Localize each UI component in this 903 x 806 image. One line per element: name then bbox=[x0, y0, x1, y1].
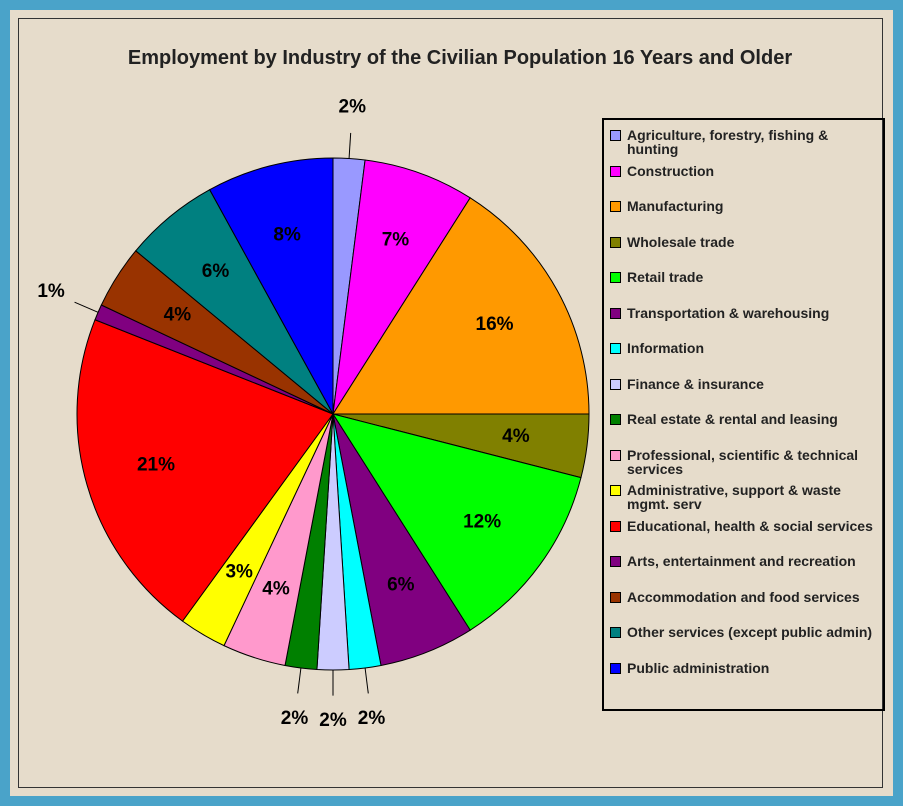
legend: Agriculture, forestry, fishing & hunting… bbox=[602, 118, 885, 711]
legend-item: Other services (except public admin) bbox=[610, 625, 880, 639]
legend-label: Manufacturing bbox=[627, 198, 724, 214]
data-label: 6% bbox=[387, 574, 415, 595]
legend-swatch bbox=[610, 130, 621, 141]
legend-item: Professional, scientific & technical ser… bbox=[610, 448, 880, 476]
legend-label: Public administration bbox=[627, 659, 770, 676]
legend-swatch bbox=[610, 414, 621, 425]
legend-swatch bbox=[610, 627, 621, 638]
chart-title: Employment by Industry of the Civilian P… bbox=[127, 47, 793, 69]
data-label: 2% bbox=[339, 96, 367, 117]
data-label: 1% bbox=[37, 281, 65, 302]
leader-line bbox=[364, 667, 369, 694]
legend-label: Agriculture, forestry, fishing & hunting bbox=[627, 127, 829, 157]
legend-item: Arts, entertainment and recreation bbox=[610, 554, 880, 568]
legend-item: Transportation & warehousing bbox=[610, 306, 880, 320]
legend-item: Administrative, support & waste mgmt. se… bbox=[610, 483, 880, 511]
data-label: 2% bbox=[281, 708, 309, 729]
pie-slice bbox=[331, 413, 582, 631]
legend-label: Information bbox=[627, 340, 704, 356]
legend-swatch bbox=[610, 485, 621, 496]
legend-item: Accommodation and food services bbox=[610, 590, 880, 604]
legend-swatch bbox=[610, 272, 621, 283]
legend-item: Public administration bbox=[610, 661, 880, 675]
legend-swatch bbox=[610, 378, 621, 390]
legend-label: Construction bbox=[627, 162, 715, 179]
data-label: 4% bbox=[262, 578, 290, 599]
legend-item: Real estate & rental and leasing bbox=[610, 412, 880, 426]
legend-label: Accommodation and food services bbox=[627, 588, 860, 605]
pie-slice bbox=[332, 159, 471, 415]
legend-swatch bbox=[610, 662, 621, 674]
legend-label: Educational, health & social services bbox=[627, 517, 873, 534]
data-label: 6% bbox=[202, 261, 230, 282]
legend-item: Agriculture, forestry, fishing & hunting bbox=[610, 128, 880, 156]
legend-label: Professional, scientific & technical ser… bbox=[627, 446, 859, 477]
legend-item: Construction bbox=[610, 164, 880, 178]
legend-item: Retail trade bbox=[610, 270, 880, 284]
legend-label: Transportation & warehousing bbox=[627, 304, 830, 321]
legend-item: Information bbox=[610, 341, 880, 355]
legend-swatch bbox=[610, 520, 621, 532]
legend-label: Arts, entertainment and recreation bbox=[627, 553, 856, 569]
legend-item: Manufacturing bbox=[610, 199, 880, 213]
legend-item: Finance & insurance bbox=[610, 377, 880, 391]
data-label: 8% bbox=[273, 224, 301, 245]
leader-line bbox=[348, 132, 352, 159]
legend-swatch bbox=[610, 165, 621, 177]
legend-item: Educational, health & social services bbox=[610, 519, 880, 533]
data-label: 2% bbox=[319, 710, 347, 731]
data-label: 4% bbox=[502, 426, 530, 447]
data-label: 2% bbox=[358, 708, 386, 729]
legend-label: Real estate & rental and leasing bbox=[627, 411, 838, 427]
legend-swatch bbox=[610, 449, 621, 461]
data-label: 7% bbox=[382, 230, 410, 251]
legend-swatch bbox=[610, 236, 621, 248]
data-label: 21% bbox=[137, 454, 175, 475]
legend-label: Other services (except public admin) bbox=[627, 624, 873, 640]
legend-label: Wholesale trade bbox=[627, 233, 735, 250]
legend-item: Wholesale trade bbox=[610, 235, 880, 249]
pie-slice bbox=[332, 197, 590, 415]
legend-swatch bbox=[610, 556, 621, 567]
data-label: 12% bbox=[463, 511, 501, 532]
data-label: 4% bbox=[164, 304, 192, 325]
legend-swatch bbox=[610, 307, 621, 319]
legend-swatch bbox=[610, 591, 621, 603]
data-label: 3% bbox=[225, 562, 253, 583]
legend-label: Retail trade bbox=[627, 269, 704, 285]
legend-swatch bbox=[610, 201, 621, 212]
legend-label: Finance & insurance bbox=[627, 375, 764, 392]
legend-label: Administrative, support & waste mgmt. se… bbox=[627, 482, 841, 512]
legend-swatch bbox=[610, 343, 621, 354]
leader-line bbox=[297, 667, 302, 694]
leader-line bbox=[74, 301, 99, 313]
chart-area bbox=[18, 18, 883, 788]
pie-slice bbox=[208, 157, 334, 415]
pie-slice bbox=[76, 319, 334, 622]
data-label: 16% bbox=[476, 314, 514, 335]
